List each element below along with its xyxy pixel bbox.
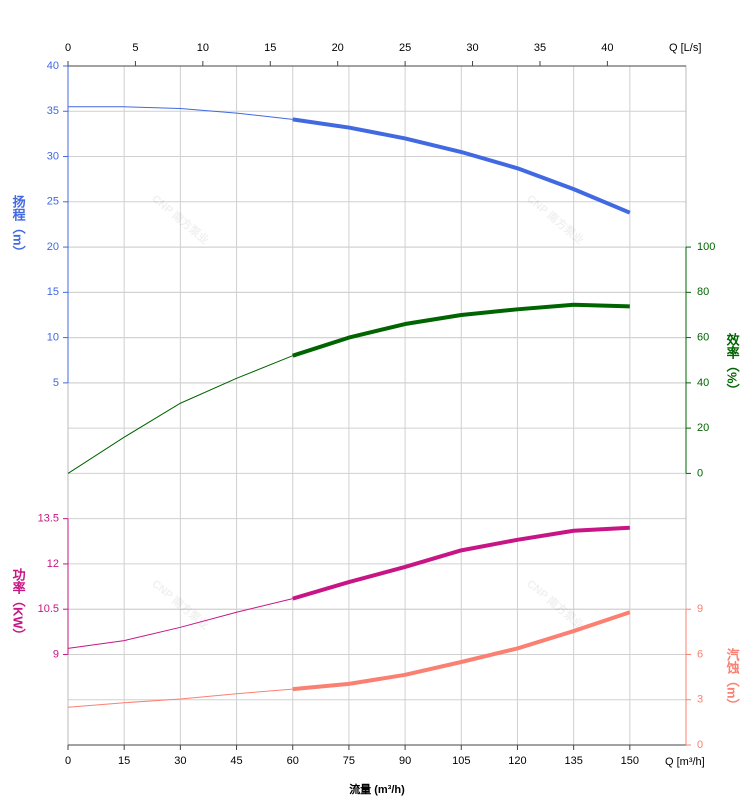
y-tick-label: 80 xyxy=(697,286,709,298)
x-tick-label: 0 xyxy=(65,755,71,767)
x-top-tick-label: 20 xyxy=(332,42,344,54)
top-axis-label: Q [L/s] xyxy=(669,42,701,54)
x-tick-label: 90 xyxy=(399,755,411,767)
y-tick-label: 15 xyxy=(47,286,59,298)
x-top-tick-label: 15 xyxy=(264,42,276,54)
x-top-tick-label: 30 xyxy=(466,42,478,54)
y-tick-label: 10 xyxy=(47,332,59,344)
x-top-tick-label: 25 xyxy=(399,42,411,54)
y-tick-label: 100 xyxy=(697,241,715,253)
x-tick-label: 105 xyxy=(452,755,470,767)
power-axis-title: 功率（KW） xyxy=(11,568,27,642)
y-tick-label: 0 xyxy=(697,467,703,479)
y-tick-label: 6 xyxy=(697,648,703,660)
curve xyxy=(292,302,630,358)
x-tick-label: 75 xyxy=(343,755,355,767)
y-tick-label: 12 xyxy=(47,558,59,570)
x-top-tick-label: 5 xyxy=(132,42,138,54)
x-tick-label: 30 xyxy=(174,755,186,767)
head-axis-title: 扬程（m） xyxy=(11,194,27,258)
curve xyxy=(292,525,630,601)
plot-border xyxy=(67,65,687,746)
y-tick-label: 35 xyxy=(47,105,59,117)
x-tick-label: 60 xyxy=(287,755,299,767)
efficiency-axis-title: 效率（%） xyxy=(725,332,741,396)
curve xyxy=(292,610,631,692)
y-tick-label: 20 xyxy=(697,422,709,434)
x-top-tick-label: 35 xyxy=(534,42,546,54)
x-tick-label: 15 xyxy=(118,755,130,767)
y-tick-label: 10.5 xyxy=(38,603,59,615)
x-top-tick-label: 0 xyxy=(65,42,71,54)
y-tick-label: 9 xyxy=(53,648,59,660)
y-tick-label: 25 xyxy=(47,196,59,208)
x-top-tick-label: 10 xyxy=(197,42,209,54)
watermark: CNP 南方泵业 xyxy=(524,576,587,632)
curve xyxy=(67,598,293,649)
curve xyxy=(67,355,293,474)
curve xyxy=(68,106,293,120)
y-tick-label: 0 xyxy=(697,739,703,751)
x-tick-label: 150 xyxy=(621,755,639,767)
x-tick-label: 45 xyxy=(230,755,242,767)
y-tick-label: 30 xyxy=(47,150,59,162)
x-tick-label: 135 xyxy=(564,755,582,767)
x-top-tick-label: 40 xyxy=(601,42,613,54)
npsh-axis-title: 汽蚀（m） xyxy=(725,647,741,711)
y-tick-label: 40 xyxy=(47,60,59,72)
curve xyxy=(292,117,631,215)
bottom-axis-label: Q [m³/h] xyxy=(665,756,705,768)
y-tick-label: 9 xyxy=(697,603,703,615)
y-tick-label: 3 xyxy=(697,694,703,706)
curve xyxy=(67,688,293,708)
y-tick-label: 20 xyxy=(47,241,59,253)
y-tick-label: 5 xyxy=(53,377,59,389)
y-tick-label: 60 xyxy=(697,332,709,344)
y-tick-label: 13.5 xyxy=(38,513,59,525)
y-tick-label: 40 xyxy=(697,377,709,389)
bottom-axis-title: 流量 (m³/h) xyxy=(349,782,405,796)
x-tick-label: 120 xyxy=(508,755,526,767)
watermark: CNP 南方泵业 xyxy=(524,191,587,247)
